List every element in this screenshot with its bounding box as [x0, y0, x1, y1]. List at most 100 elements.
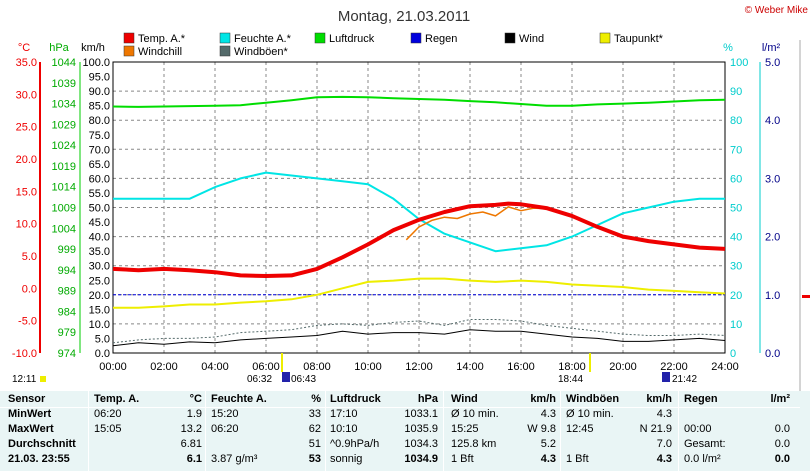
x-tick-label: 18:00 [558, 361, 586, 373]
table-cell-time: sonnig [330, 453, 363, 465]
wind-tick-label: 80.0 [89, 115, 110, 127]
pressure-tick-label: 984 [58, 306, 76, 318]
table-cell-value: 51 [308, 438, 321, 450]
table-cell-time: 12:45 [566, 423, 594, 435]
x-tick-label: 12:00 [405, 361, 433, 373]
table-cell-value: 1.9 [186, 408, 202, 420]
series-line-temp-a [112, 201, 726, 278]
legend-swatch [314, 32, 326, 44]
pressure-tick-label: 1044 [52, 57, 76, 69]
legend-label: Luftdruck [329, 33, 375, 45]
x-tick-label: 08:00 [303, 361, 331, 373]
x-tick-label: 00:00 [99, 361, 127, 373]
wind-tick-label: 20.0 [89, 290, 110, 302]
humidity-tick-label: 80 [730, 115, 742, 127]
table-header-temp: Temp. A. [94, 393, 140, 405]
temp-tick-label: 25.0 [16, 122, 37, 134]
wind-tick-label: 0.0 [95, 348, 110, 360]
series-line-taupunkt [113, 277, 726, 309]
sun-marker-icon [40, 376, 46, 382]
legend-swatch [599, 32, 611, 44]
humidity-tick-label: 10 [730, 319, 742, 331]
table-cell-time: Ø 10 min. [566, 408, 614, 420]
table-cell-value: 0.0 [774, 423, 790, 435]
pressure-tick-label: 999 [58, 244, 76, 256]
legend-swatch [504, 32, 516, 44]
temp-axis-unit: °C [18, 42, 30, 54]
pressure-axis-unit: hPa [49, 42, 69, 54]
table-cell-value: 1035.9 [404, 423, 438, 435]
table-cell-value: 62 [308, 423, 321, 435]
table-cell-value: N 21.9 [639, 423, 672, 435]
table-cell-value: 6.81 [180, 438, 202, 450]
legend-swatch [219, 32, 231, 44]
table-cell-time: 15:20 [211, 408, 239, 420]
table-cell-time: 15:05 [94, 423, 122, 435]
table-cell-time: 1 Bft [451, 453, 474, 465]
wind-tick-label: 65.0 [89, 159, 110, 171]
table-cell-value: 6.1 [186, 453, 202, 465]
legend-label: Feuchte A.* [234, 33, 292, 45]
temp-tick-label: 0.0 [22, 283, 37, 295]
humidity-tick-label: 60 [730, 173, 742, 185]
rain-tick-label: 2.0 [765, 232, 780, 244]
wind-tick-label: 5.0 [95, 333, 110, 345]
x-tick-label: 24:00 [711, 361, 739, 373]
wind-tick-label: 10.0 [89, 319, 110, 331]
x-tick-label: 20:00 [609, 361, 637, 373]
table-row-label: MinWert [8, 408, 52, 420]
table-cell-time: 06:20 [211, 423, 239, 435]
temp-tick-label: 30.0 [16, 89, 37, 101]
wind-tick-label: 70.0 [89, 144, 110, 156]
table-cell-time: 3.87 g/m³ [211, 453, 258, 465]
rain-tick-label: 1.0 [765, 290, 780, 302]
plot-frame [112, 61, 726, 354]
rain-tick-label: 5.0 [765, 57, 780, 69]
table-cell-value: 0.0 [774, 438, 790, 450]
sunrise-label-a: 06:32 [247, 374, 272, 385]
temp-tick-label: 20.0 [16, 154, 37, 166]
temp-tick-label: 5.0 [22, 251, 37, 263]
copyright: © Weber Mike [745, 5, 809, 16]
table-unit-rain: l/m² [770, 393, 790, 405]
humidity-tick-label: 70 [730, 144, 742, 156]
pressure-tick-label: 1019 [52, 161, 76, 173]
pressure-tick-label: 979 [58, 327, 76, 339]
pressure-tick-label: 974 [58, 348, 76, 360]
legend-label: Wind [519, 33, 544, 45]
temp-tick-label: 35.0 [16, 57, 37, 69]
table-header-sensor: Sensor [8, 393, 46, 405]
table-cell-value: 53 [308, 453, 321, 465]
table-cell-value: 33 [308, 408, 321, 420]
rain-tick-label: 3.0 [765, 173, 780, 185]
chart-title: Montag, 21.03.2011 [338, 8, 470, 25]
pressure-tick-label: 994 [58, 265, 76, 277]
table-header-gust: Windböen [566, 393, 620, 405]
table-cell-value: 1034.3 [404, 438, 438, 450]
sunset-label-b: 21:42 [672, 374, 697, 385]
humidity-tick-label: 40 [730, 232, 742, 244]
table-cell-value: 4.3 [540, 453, 556, 465]
table-cell-value: 1033.1 [404, 408, 438, 420]
table-cell-value: 4.3 [656, 408, 672, 420]
stats-table: Sensor MinWert MaxWert Durchschnitt 21.03. 2… [0, 391, 810, 471]
humidity-tick-label: 100 [730, 57, 748, 69]
legend-swatch [410, 32, 422, 44]
pressure-tick-label: 1014 [52, 182, 76, 194]
legend-swatch [219, 45, 231, 57]
sunset-label-a: 18:44 [558, 374, 583, 385]
moonrise-marker-icon [282, 372, 290, 382]
humidity-axis-unit: % [723, 42, 733, 54]
weather-chart: Montag, 21.03.2011 © Weber Mike Temp. A.… [11, 5, 810, 391]
wind-tick-label: 15.0 [89, 304, 110, 316]
legend-label: Temp. A.* [138, 33, 186, 45]
legend-label: Windchill [138, 46, 182, 58]
table-cell-time: 00:00 [684, 423, 712, 435]
table-row-label: 21.03. 23:55 [8, 453, 70, 465]
table-cell-time: 06:20 [94, 408, 122, 420]
x-tick-label: 14:00 [456, 361, 484, 373]
table-cell-value: 1034.9 [404, 453, 438, 465]
humidity-tick-label: 50 [730, 203, 742, 215]
humidity-tick-label: 0 [730, 348, 736, 360]
legend: Temp. A.* Feuchte A.* Luftdruck Regen Wind Ta… [123, 32, 664, 58]
